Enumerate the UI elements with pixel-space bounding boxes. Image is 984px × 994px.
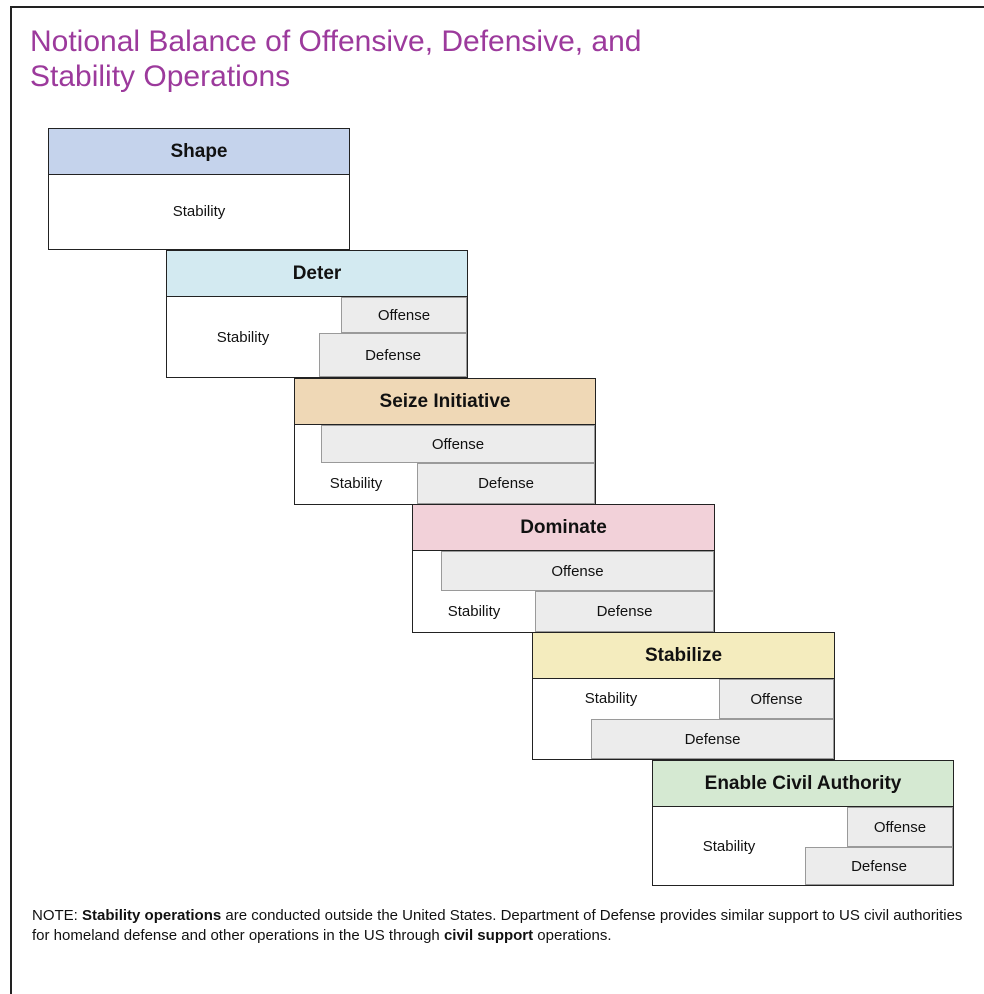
figure-frame bbox=[10, 6, 984, 994]
stabilize-offense: Offense bbox=[719, 679, 834, 719]
note-text-1: are conducted outside the United States.… bbox=[32, 907, 963, 944]
phase-header-deter: Deter bbox=[167, 251, 467, 297]
phase-dominate: Dominate Offense Stability Defense bbox=[412, 504, 715, 633]
enable-defense: Defense bbox=[805, 847, 953, 885]
seize-offense: Offense bbox=[321, 425, 595, 463]
phase-seize-initiative: Seize Initiative Offense Stability Defen… bbox=[294, 378, 596, 505]
deter-offense: Offense bbox=[341, 297, 467, 333]
phase-header-enable-civil-authority: Enable Civil Authority bbox=[653, 761, 953, 807]
note-bold-stability-operations: Stability operations bbox=[82, 907, 222, 924]
phase-header-dominate: Dominate bbox=[413, 505, 714, 551]
figure-title: Notional Balance of Offensive, Defensive… bbox=[30, 25, 642, 93]
note-bold-civil-support: civil support bbox=[443, 927, 534, 944]
dominate-defense: Defense bbox=[535, 591, 714, 632]
shape-stability: Stability bbox=[172, 202, 226, 220]
deter-stability: Stability bbox=[216, 328, 270, 346]
phase-header-shape: Shape bbox=[49, 129, 349, 175]
phase-stabilize: Stabilize Stability Offense Defense bbox=[532, 632, 835, 760]
phase-enable-civil-authority: Enable Civil Authority Stability Offense… bbox=[652, 760, 954, 886]
dominate-offense: Offense bbox=[441, 551, 714, 591]
seize-defense: Defense bbox=[417, 463, 595, 504]
deter-defense: Defense bbox=[319, 333, 467, 377]
note-prefix: NOTE: bbox=[32, 907, 83, 924]
dominate-stability: Stability bbox=[447, 603, 501, 620]
stabilize-defense: Defense bbox=[591, 719, 834, 759]
phase-header-seize-initiative: Seize Initiative bbox=[295, 379, 595, 425]
footnote: NOTE: Stability operations are conducted… bbox=[32, 906, 977, 946]
note-text-2: operations. bbox=[533, 927, 612, 944]
enable-stability: Stability bbox=[702, 837, 756, 855]
phase-deter: Deter Stability Offense Defense bbox=[166, 250, 468, 378]
enable-offense: Offense bbox=[847, 807, 953, 847]
seize-stability: Stability bbox=[329, 475, 383, 492]
phase-shape: Shape Stability bbox=[48, 128, 350, 250]
phase-header-stabilize: Stabilize bbox=[533, 633, 834, 679]
stabilize-stability: Stability bbox=[584, 689, 638, 707]
